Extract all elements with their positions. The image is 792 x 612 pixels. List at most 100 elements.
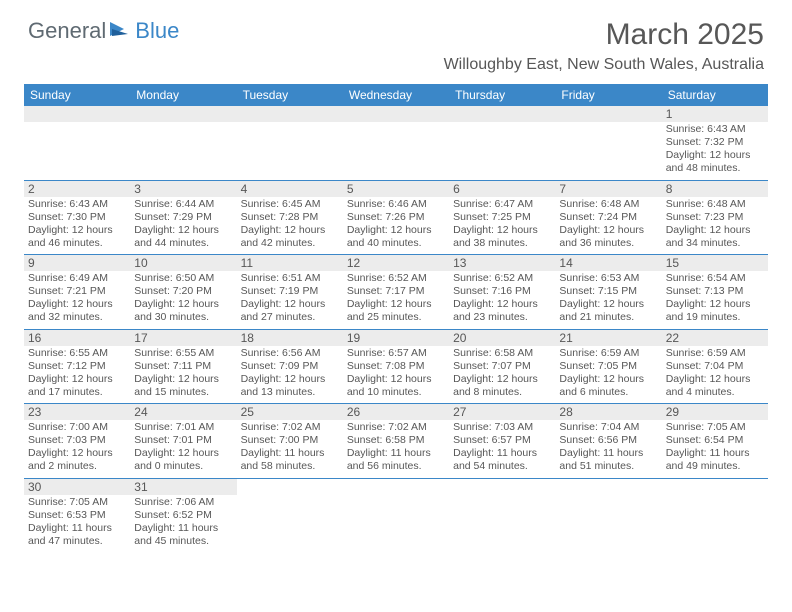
day-number: 12 — [343, 255, 449, 271]
day-cell: 28Sunrise: 7:04 AMSunset: 6:56 PMDayligh… — [555, 404, 661, 479]
weekday-header: Tuesday — [237, 84, 343, 106]
page-title: March 2025 — [444, 18, 764, 52]
empty-cell — [130, 106, 236, 180]
day-number: 7 — [555, 181, 661, 197]
day-cell: 8Sunrise: 6:48 AMSunset: 7:23 PMDaylight… — [662, 180, 768, 255]
day-info: Sunrise: 6:48 AMSunset: 7:24 PMDaylight:… — [559, 198, 657, 251]
day-info: Sunrise: 6:48 AMSunset: 7:23 PMDaylight:… — [666, 198, 764, 251]
location-subtitle: Willoughby East, New South Wales, Austra… — [444, 56, 764, 74]
flag-icon — [110, 20, 132, 43]
day-number: 15 — [662, 255, 768, 271]
day-number: 2 — [24, 181, 130, 197]
day-info: Sunrise: 6:57 AMSunset: 7:08 PMDaylight:… — [347, 347, 445, 400]
day-cell: 18Sunrise: 6:56 AMSunset: 7:09 PMDayligh… — [237, 329, 343, 404]
day-info: Sunrise: 6:59 AMSunset: 7:05 PMDaylight:… — [559, 347, 657, 400]
calendar-row: 1Sunrise: 6:43 AMSunset: 7:32 PMDaylight… — [24, 106, 768, 180]
day-cell: 23Sunrise: 7:00 AMSunset: 7:03 PMDayligh… — [24, 404, 130, 479]
day-info: Sunrise: 6:56 AMSunset: 7:09 PMDaylight:… — [241, 347, 339, 400]
day-number: 4 — [237, 181, 343, 197]
day-cell: 30Sunrise: 7:05 AMSunset: 6:53 PMDayligh… — [24, 478, 130, 552]
empty-cell — [343, 478, 449, 552]
day-cell: 20Sunrise: 6:58 AMSunset: 7:07 PMDayligh… — [449, 329, 555, 404]
day-cell: 6Sunrise: 6:47 AMSunset: 7:25 PMDaylight… — [449, 180, 555, 255]
calendar-row: 2Sunrise: 6:43 AMSunset: 7:30 PMDaylight… — [24, 180, 768, 255]
day-number: 3 — [130, 181, 236, 197]
calendar-row: 23Sunrise: 7:00 AMSunset: 7:03 PMDayligh… — [24, 404, 768, 479]
day-cell: 2Sunrise: 6:43 AMSunset: 7:30 PMDaylight… — [24, 180, 130, 255]
day-number: 28 — [555, 404, 661, 420]
empty-cell — [555, 106, 661, 180]
day-info: Sunrise: 6:50 AMSunset: 7:20 PMDaylight:… — [134, 272, 232, 325]
day-cell: 9Sunrise: 6:49 AMSunset: 7:21 PMDaylight… — [24, 255, 130, 330]
calendar-row: 9Sunrise: 6:49 AMSunset: 7:21 PMDaylight… — [24, 255, 768, 330]
day-cell: 27Sunrise: 7:03 AMSunset: 6:57 PMDayligh… — [449, 404, 555, 479]
day-cell: 15Sunrise: 6:54 AMSunset: 7:13 PMDayligh… — [662, 255, 768, 330]
day-info: Sunrise: 6:53 AMSunset: 7:15 PMDaylight:… — [559, 272, 657, 325]
day-cell: 19Sunrise: 6:57 AMSunset: 7:08 PMDayligh… — [343, 329, 449, 404]
day-info: Sunrise: 6:47 AMSunset: 7:25 PMDaylight:… — [453, 198, 551, 251]
day-number: 1 — [662, 106, 768, 122]
day-cell: 16Sunrise: 6:55 AMSunset: 7:12 PMDayligh… — [24, 329, 130, 404]
day-cell: 12Sunrise: 6:52 AMSunset: 7:17 PMDayligh… — [343, 255, 449, 330]
day-cell: 22Sunrise: 6:59 AMSunset: 7:04 PMDayligh… — [662, 329, 768, 404]
day-cell: 1Sunrise: 6:43 AMSunset: 7:32 PMDaylight… — [662, 106, 768, 180]
day-info: Sunrise: 6:54 AMSunset: 7:13 PMDaylight:… — [666, 272, 764, 325]
day-info: Sunrise: 6:55 AMSunset: 7:12 PMDaylight:… — [28, 347, 126, 400]
empty-cell — [343, 106, 449, 180]
day-info: Sunrise: 7:01 AMSunset: 7:01 PMDaylight:… — [134, 421, 232, 474]
day-info: Sunrise: 6:43 AMSunset: 7:30 PMDaylight:… — [28, 198, 126, 251]
day-info: Sunrise: 6:52 AMSunset: 7:17 PMDaylight:… — [347, 272, 445, 325]
day-number: 8 — [662, 181, 768, 197]
day-number: 24 — [130, 404, 236, 420]
day-info: Sunrise: 7:04 AMSunset: 6:56 PMDaylight:… — [559, 421, 657, 474]
day-number: 18 — [237, 330, 343, 346]
weekday-header: Saturday — [662, 84, 768, 106]
header: General Blue March 2025 Willoughby East,… — [0, 0, 792, 78]
weekday-header-row: Sunday Monday Tuesday Wednesday Thursday… — [24, 84, 768, 106]
day-number: 22 — [662, 330, 768, 346]
day-cell: 26Sunrise: 7:02 AMSunset: 6:58 PMDayligh… — [343, 404, 449, 479]
day-number: 9 — [24, 255, 130, 271]
day-info: Sunrise: 6:59 AMSunset: 7:04 PMDaylight:… — [666, 347, 764, 400]
day-number: 20 — [449, 330, 555, 346]
day-info: Sunrise: 6:43 AMSunset: 7:32 PMDaylight:… — [666, 123, 764, 176]
day-cell: 3Sunrise: 6:44 AMSunset: 7:29 PMDaylight… — [130, 180, 236, 255]
day-cell: 24Sunrise: 7:01 AMSunset: 7:01 PMDayligh… — [130, 404, 236, 479]
empty-cell — [449, 106, 555, 180]
day-cell: 11Sunrise: 6:51 AMSunset: 7:19 PMDayligh… — [237, 255, 343, 330]
empty-cell — [662, 478, 768, 552]
day-info: Sunrise: 7:02 AMSunset: 6:58 PMDaylight:… — [347, 421, 445, 474]
day-number: 25 — [237, 404, 343, 420]
day-cell: 4Sunrise: 6:45 AMSunset: 7:28 PMDaylight… — [237, 180, 343, 255]
weekday-header: Wednesday — [343, 84, 449, 106]
day-number: 31 — [130, 479, 236, 495]
day-number: 14 — [555, 255, 661, 271]
day-number: 29 — [662, 404, 768, 420]
day-cell: 21Sunrise: 6:59 AMSunset: 7:05 PMDayligh… — [555, 329, 661, 404]
weekday-header: Monday — [130, 84, 236, 106]
empty-cell — [237, 478, 343, 552]
day-number: 11 — [237, 255, 343, 271]
day-number: 10 — [130, 255, 236, 271]
day-cell: 17Sunrise: 6:55 AMSunset: 7:11 PMDayligh… — [130, 329, 236, 404]
empty-cell — [237, 106, 343, 180]
day-info: Sunrise: 7:00 AMSunset: 7:03 PMDaylight:… — [28, 421, 126, 474]
day-number: 23 — [24, 404, 130, 420]
day-info: Sunrise: 6:58 AMSunset: 7:07 PMDaylight:… — [453, 347, 551, 400]
day-info: Sunrise: 7:05 AMSunset: 6:53 PMDaylight:… — [28, 496, 126, 549]
day-number: 13 — [449, 255, 555, 271]
day-info: Sunrise: 6:55 AMSunset: 7:11 PMDaylight:… — [134, 347, 232, 400]
day-cell: 10Sunrise: 6:50 AMSunset: 7:20 PMDayligh… — [130, 255, 236, 330]
day-cell: 25Sunrise: 7:02 AMSunset: 7:00 PMDayligh… — [237, 404, 343, 479]
brand-name-part1: General — [28, 18, 106, 44]
day-cell: 5Sunrise: 6:46 AMSunset: 7:26 PMDaylight… — [343, 180, 449, 255]
day-cell: 14Sunrise: 6:53 AMSunset: 7:15 PMDayligh… — [555, 255, 661, 330]
day-number: 30 — [24, 479, 130, 495]
empty-cell — [555, 478, 661, 552]
day-info: Sunrise: 6:51 AMSunset: 7:19 PMDaylight:… — [241, 272, 339, 325]
day-info: Sunrise: 6:52 AMSunset: 7:16 PMDaylight:… — [453, 272, 551, 325]
day-cell: 29Sunrise: 7:05 AMSunset: 6:54 PMDayligh… — [662, 404, 768, 479]
weekday-header: Thursday — [449, 84, 555, 106]
day-info: Sunrise: 6:45 AMSunset: 7:28 PMDaylight:… — [241, 198, 339, 251]
empty-cell — [449, 478, 555, 552]
